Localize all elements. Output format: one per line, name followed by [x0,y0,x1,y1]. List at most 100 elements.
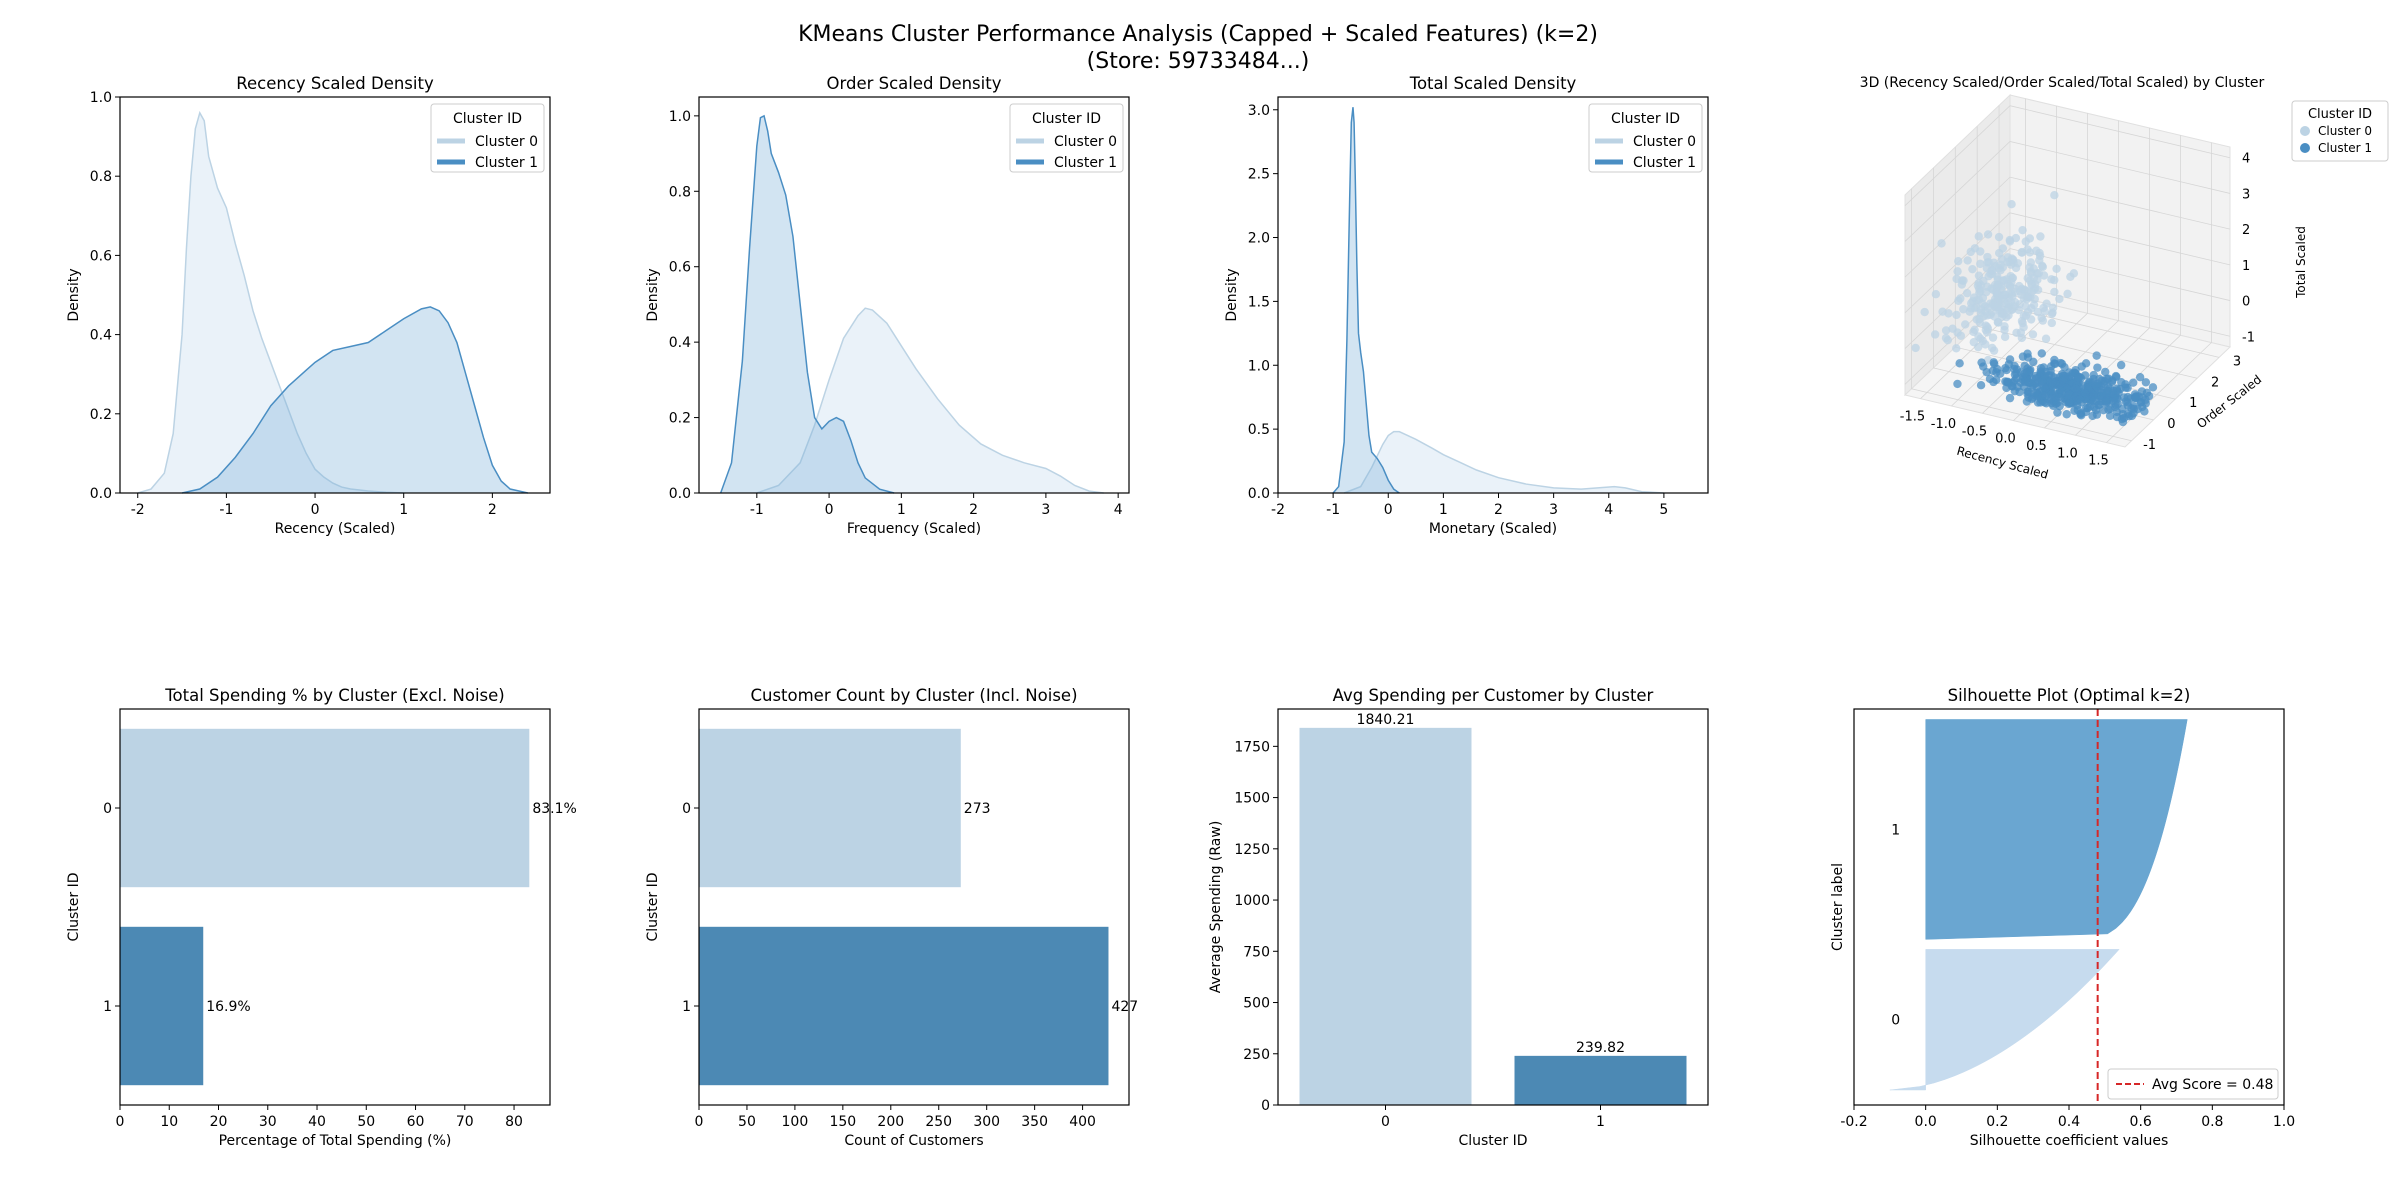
order-ytick-label: 0.4 [669,335,691,351]
scatter3d-xtick-label: -1.5 [1900,410,1925,425]
order-title: Order Scaled Density [827,74,1002,93]
scatter3d-point-c1 [2050,359,2059,368]
spending_pct-bar-1 [120,926,204,1086]
order-kde-fill-0 [756,308,1104,493]
scatter3d-point-c0 [1976,259,1985,269]
scatter3d-point-c1 [2062,410,2071,419]
scatter3d-point-c1 [2092,410,2102,419]
scatter3d-point-c1 [2127,411,2137,421]
scatter3d-point-c1 [2081,359,2091,368]
order-legend-title: Cluster ID [1032,111,1101,127]
scatter3d-point-c0 [2010,298,2020,307]
silhouette-cluster-1 [1925,719,2188,940]
scatter3d-point-c1 [2064,399,2073,409]
scatter3d-point-c1 [2105,411,2115,421]
scatter3d-point-c0 [1983,230,1993,239]
avg_spending-bar-label-0: 1840.21 [1357,712,1415,728]
scatter3d-point-c0 [1959,305,1968,314]
scatter3d-point-c0 [1967,299,1976,308]
scatter3d-ylabel: Order Scaled [2194,372,2264,431]
scatter3d-point-c0 [1911,343,1920,353]
scatter3d-point-c0 [2047,309,2057,319]
scatter3d-point-c0 [2007,200,2016,209]
scatter3d-point-c1 [2055,401,2064,411]
order-ytick-label: 0.2 [669,411,691,427]
scatter3d-point-c1 [2128,378,2138,387]
scatter3d-point-c0 [1976,334,1985,343]
total-ylabel: Density [1224,268,1240,321]
order-xtick-label: -1 [750,502,764,518]
scatter3d-point-c0 [1962,288,1972,298]
scatter3d-point-c0 [1974,295,1984,304]
scatter3d-point-c0 [2034,269,2043,278]
scatter3d-point-c0 [1948,324,1957,333]
scatter3d-point-c1 [2040,371,2049,380]
scatter3d-point-c0 [1981,321,1990,330]
order-ytick-label: 0.0 [669,486,691,502]
scatter3d-point-c1 [2085,402,2095,411]
scatter3d-point-c0 [2025,263,2034,272]
silhouette-title: Silhouette Plot (Optimal k=2) [1948,686,2191,705]
total-ytick-label: 3.0 [1248,103,1270,119]
customer_count-xtick-label: 150 [829,1114,856,1130]
scatter3d-grid-z [1904,105,2231,207]
scatter3d-point-c0 [1998,244,2008,253]
scatter3d-point-c1 [2118,404,2127,413]
scatter3d-point-c0 [1968,264,1977,274]
scatter3d-point-c0 [2047,275,2056,284]
order-xlabel: Frequency (Scaled) [847,521,981,537]
scatter3d-point-c1 [2121,383,2130,392]
scatter3d-point-c0 [1979,276,1988,286]
scatter3d-xtick-label: 0.5 [2026,439,2047,454]
scatter3d-point-c0 [2005,282,2015,291]
total-ytick-label: 2.5 [1248,167,1270,183]
scatter3d-point-c1 [2112,372,2121,382]
scatter3d-point-c1 [2020,377,2030,387]
scatter3d-point-c0 [1938,307,1947,316]
recency-xtick-label: -1 [219,502,233,518]
recency-ytick-label: 0.2 [90,407,112,423]
scatter3d-legend-marker-1 [2300,143,2310,153]
order-xtick-label: 1 [897,502,906,518]
avg_spending-title: Avg Spending per Customer by Cluster [1333,686,1654,705]
silhouette-xtick-label: 0.2 [1986,1114,2008,1130]
recency-ytick-label: 0.0 [90,486,112,502]
order-ytick-label: 0.6 [669,260,691,276]
recency-xlabel: Recency (Scaled) [275,521,396,537]
scatter3d-point-c0 [1954,256,1963,266]
spending_pct-ylabel: Cluster ID [66,872,82,941]
spending_pct-ytick-label: 1 [103,999,112,1015]
recency-xtick-label: 1 [399,502,408,518]
scatter3d-point-c1 [2093,363,2102,372]
scatter3d-point-c1 [2020,361,2029,370]
scatter3d-point-c1 [2116,360,2126,370]
spending_pct-xtick-label: 70 [456,1114,474,1130]
total-xtick-label: 2 [1494,502,1503,518]
scatter3d-ytick-label: 2 [2211,375,2219,390]
order-axes-frame [698,96,1130,494]
spending_pct-xtick-label: 0 [116,1114,125,1130]
total-ytick-label: 0.5 [1248,422,1270,438]
recency-xtick-label: 2 [488,502,497,518]
scatter3d-point-c1 [2135,372,2145,382]
scatter3d-point-c0 [1996,260,2005,270]
scatter3d-xtick-label: 1.5 [2088,454,2109,469]
spending_pct-title: Total Spending % by Cluster (Excl. Noise… [164,686,504,705]
order-ytick-label: 1.0 [669,109,691,125]
customer_count-ytick-label: 0 [682,801,691,817]
scatter3d-point-c0 [2063,289,2072,299]
scatter3d-point-c0 [1983,311,1992,320]
scatter3d-point-c1 [2102,374,2112,383]
scatter3d-point-c0 [1990,312,1999,321]
spending_pct-xtick-label: 80 [505,1114,523,1130]
scatter3d-point-c1 [2129,402,2138,411]
silhouette-cluster-0 [1889,949,2120,1091]
scatter3d-point-c1 [2010,364,2019,374]
recency-title: Recency Scaled Density [236,74,434,93]
scatter3d-point-c0 [1994,232,2004,242]
recency-xtick-label: 0 [311,502,320,518]
total-legend-box [1588,103,1703,173]
scatter3d-grid-z [1904,212,2231,314]
order-subplot: -1 0 1 2 3 4 0.0 0.2 0.4 0.6 0.8 1.0 Order Scaled De… [645,74,1130,537]
total-xtick-label: 3 [1549,502,1558,518]
